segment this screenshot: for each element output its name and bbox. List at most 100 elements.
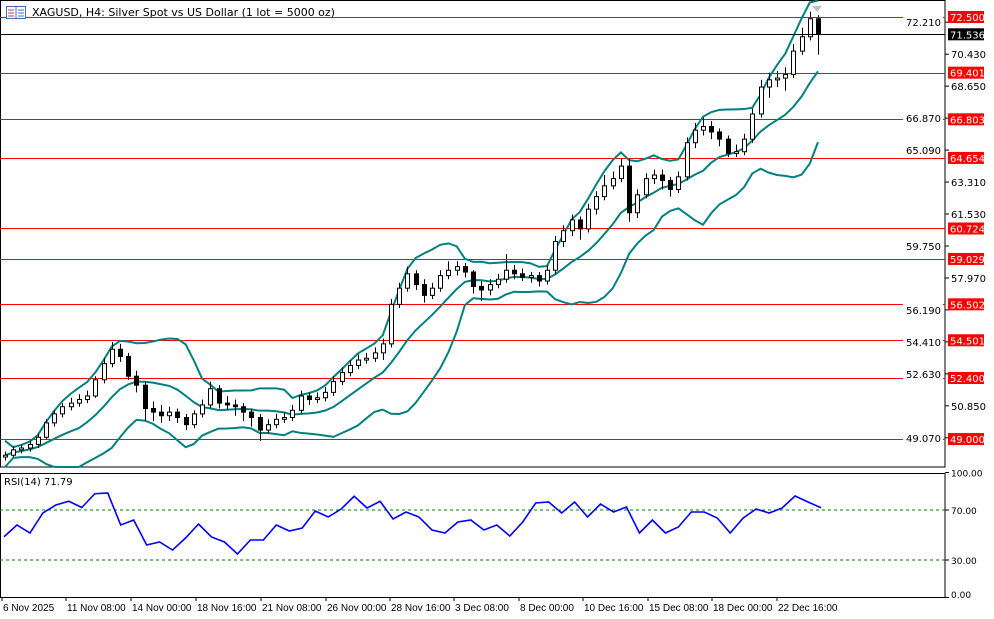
candle [561,225,566,247]
candle [290,404,295,422]
candle [611,171,616,190]
candle-body [504,269,509,280]
candle-body [143,384,148,410]
candle [709,121,714,140]
candle-body [537,275,542,282]
candle-body [28,443,33,449]
price-axis-label: 65.090 [906,146,941,157]
candle [676,171,681,194]
level-label-bg [948,11,984,23]
candle-body [274,418,279,426]
candle-body [3,454,8,458]
candle-body [85,395,90,401]
candle-body [323,391,328,399]
candle [282,412,287,423]
candle-body [611,178,616,187]
candle-body [340,372,345,383]
candle [578,216,583,240]
time-axis-label: 14 Nov 00:00 [132,603,192,614]
price-axis-label: 54.410 [906,338,941,349]
time-axis-label: 18 Nov 16:00 [197,603,257,614]
candle-body [249,411,254,419]
candle [225,395,230,411]
level-label: 69.401 [950,69,985,80]
time-axis-label: 3 Dec 08:00 [455,603,509,614]
candle [455,261,460,276]
candle-body [208,388,213,406]
candle-body [175,411,180,419]
candle-body [364,357,369,361]
candle-body [635,194,640,214]
candle-body [77,399,82,404]
candle [274,413,279,429]
rsi-axis-label: 0.00 [951,591,971,601]
candle [759,79,764,118]
candle [348,360,353,377]
candle-body [299,395,304,411]
candle-body [200,404,205,415]
candle [750,108,755,143]
candle-body [356,359,361,366]
price-axis-label-bg [903,239,943,252]
candle-body [290,409,295,419]
price-axis-label: 59.750 [906,242,941,253]
candle [463,263,468,278]
candle-body [627,165,632,214]
candle [430,282,435,299]
candle [652,169,657,185]
price-axis-label-bg [903,144,943,157]
candle [3,451,8,461]
rsi-line [3,492,822,556]
time-axis-label: 10 Dec 16:00 [584,603,644,614]
rsi-label: RSI(14) 71.79 [4,477,73,488]
candle-body [685,142,690,178]
level-label-bg [948,113,984,126]
price-axis-label: 66.870 [906,114,941,125]
level-label-bg [948,66,984,79]
candle [438,270,443,292]
candle [36,433,41,449]
candle-body [110,348,115,365]
candle-body [479,285,484,291]
candle-body [266,424,271,431]
candle [28,440,33,452]
candle [323,386,328,402]
candle [233,399,238,416]
level-label-bg [948,222,984,235]
candle-body [471,271,476,287]
candle-body [594,196,599,210]
candle-body [619,165,624,180]
candle [512,264,517,280]
candle-body [545,269,550,282]
candle [496,273,501,289]
current-price-label: 71.536 [950,30,985,41]
candle [701,117,706,136]
price-axis-label: 61.530 [951,210,986,221]
candle-body [602,185,607,198]
candle [775,70,780,88]
price-axis-label: 50.850 [951,402,986,413]
candle [143,381,148,422]
candle-body [233,404,238,408]
candle [340,367,345,386]
level-label: 49.000 [950,435,985,446]
price-axis-label-bg [903,367,943,380]
candle-body [167,411,172,417]
candle-body [60,406,65,415]
candle [520,268,525,282]
candle-body [529,275,534,278]
level-label-bg [948,371,984,384]
candle-body [693,129,698,144]
candle-body [134,375,139,386]
candle-body [742,138,747,153]
level-label: 72.500 [950,13,985,24]
candle [44,419,49,440]
candle [644,173,649,199]
candle-body [488,284,493,291]
candle [299,390,304,414]
candle [118,343,123,362]
candle [184,413,189,431]
candle [405,266,410,292]
price-axis-label-bg [903,431,943,444]
